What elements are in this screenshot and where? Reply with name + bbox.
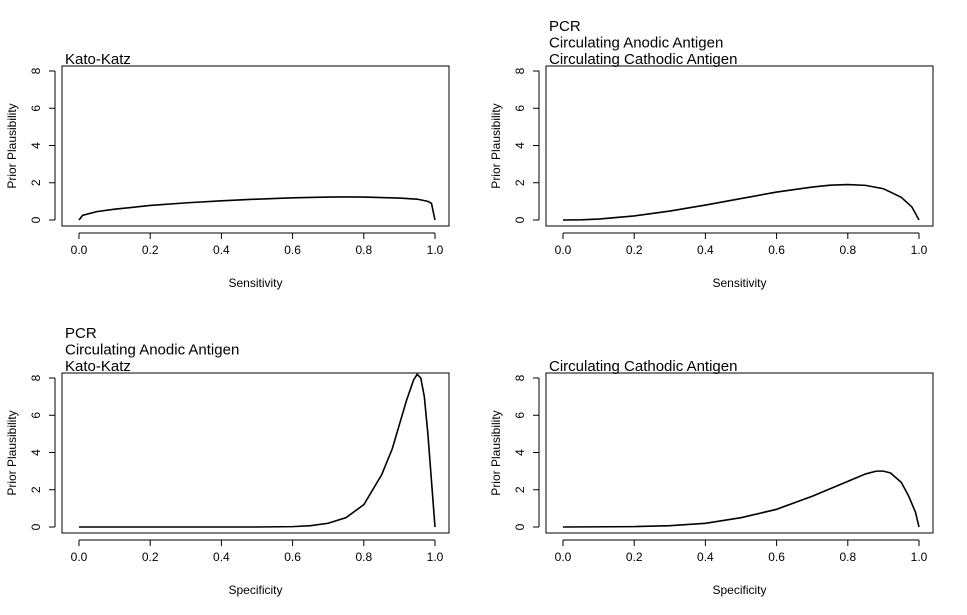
y-tick-label: 6: [29, 412, 43, 419]
y-tick-label: 0: [29, 216, 43, 223]
y-tick-label: 4: [513, 142, 527, 149]
y-tick-label: 8: [513, 374, 527, 381]
chart-panel-2: 0.0 0.2 0.4 0.6 0.8 1.0 0 2 4 6 8 Sensitivity Prior …: [489, 18, 934, 290]
chart-title-line: Kato-Katz: [65, 358, 131, 375]
y-tick-label: 2: [29, 486, 43, 493]
x-tick-label: 0.8: [839, 550, 856, 564]
x-tick-label: 0.2: [626, 243, 643, 257]
y-axis-label: Prior Plausibility: [489, 410, 503, 495]
chart-title-line: PCR: [65, 325, 97, 342]
x-tick-label: 0.0: [555, 243, 572, 257]
plot-frame: [61, 65, 450, 227]
x-tick-label: 1.0: [911, 550, 928, 564]
x-tick-label: 0.6: [768, 550, 785, 564]
x-tick-label: 0.8: [355, 243, 372, 257]
y-tick-label: 0: [513, 216, 527, 223]
chart-title-line: Kato-Katz: [65, 51, 131, 68]
x-tick-label: 0.8: [355, 550, 372, 564]
x-axis-label: Sensitivity: [228, 276, 282, 290]
density-curve: [78, 196, 436, 221]
y-axis-label: Prior Plausibility: [5, 410, 19, 495]
x-axis-label: Specificity: [228, 583, 282, 597]
y-axis-label: Prior Plausibility: [489, 103, 503, 188]
chart-title-line: PCR: [549, 18, 581, 35]
x-axis-label: Specificity: [712, 583, 766, 597]
chart-title-line: Circulating Anodic Antigen: [65, 342, 239, 359]
x-tick-label: 0.0: [71, 243, 88, 257]
plot-frame: [545, 372, 934, 534]
y-tick-label: 4: [29, 449, 43, 456]
x-tick-label: 0.4: [213, 243, 230, 257]
x-tick-label: 0.0: [71, 550, 88, 564]
y-tick-label: 8: [29, 374, 43, 381]
x-tick-label: 1.0: [427, 243, 444, 257]
chart-panel-3: 0.0 0.2 0.4 0.6 0.8 1.0 0 2 4 6 8 Specificity Prior …: [5, 325, 450, 597]
y-axis-label: Prior Plausibility: [5, 103, 19, 188]
density-curve: [562, 183, 920, 221]
y-tick-label: 4: [29, 142, 43, 149]
plot-frame: [545, 65, 934, 227]
chart-title-line: Circulating Cathodic Antigen: [549, 358, 737, 375]
x-tick-label: 0.2: [142, 243, 159, 257]
x-axis-label: Sensitivity: [712, 276, 766, 290]
x-tick-label: 0.6: [768, 243, 785, 257]
chart-title-line: Circulating Anodic Antigen: [549, 35, 723, 52]
x-tick-label: 0.6: [284, 243, 301, 257]
y-tick-label: 0: [513, 523, 527, 530]
plot-frame: [61, 372, 450, 534]
density-curve: [79, 372, 436, 528]
x-tick-label: 0.8: [839, 243, 856, 257]
x-tick-label: 1.0: [427, 550, 444, 564]
y-tick-label: 6: [29, 105, 43, 112]
x-tick-label: 0.4: [213, 550, 230, 564]
chart-panel-1: 0.0 0.2 0.4 0.6 0.8 1.0 0 2 4 6 8 Sensitivity Prior …: [5, 51, 450, 290]
chart-panel-4: 0.0 0.2 0.4 0.6 0.8 1.0 0 2 4 6 8 Specificity Prior …: [489, 358, 934, 597]
y-tick-label: 2: [513, 179, 527, 186]
y-tick-label: 8: [29, 67, 43, 74]
x-tick-label: 0.4: [697, 550, 714, 564]
y-tick-label: 0: [29, 523, 43, 530]
y-tick-label: 2: [29, 179, 43, 186]
y-tick-label: 4: [513, 449, 527, 456]
x-tick-label: 0.4: [697, 243, 714, 257]
x-tick-label: 0.2: [142, 550, 159, 564]
y-tick-label: 8: [513, 67, 527, 74]
chart-title-line: Circulating Cathodic Antigen: [549, 51, 737, 68]
density-curve: [562, 470, 920, 528]
x-tick-label: 0.0: [555, 550, 572, 564]
x-tick-label: 0.2: [626, 550, 643, 564]
y-tick-label: 2: [513, 486, 527, 493]
x-tick-label: 1.0: [911, 243, 928, 257]
y-tick-label: 6: [513, 412, 527, 419]
y-tick-label: 6: [513, 105, 527, 112]
x-tick-label: 0.6: [284, 550, 301, 564]
